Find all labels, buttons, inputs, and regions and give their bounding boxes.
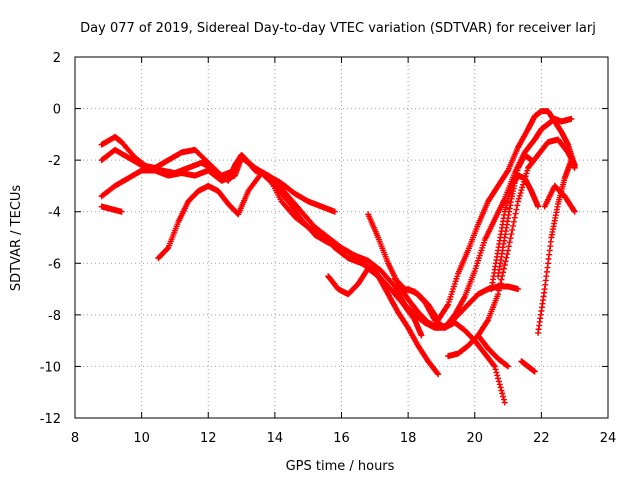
y-axis-label: SDTVAR / TECUs [9,185,24,292]
x-tick-label: 24 [600,431,617,446]
series-track-4 [98,203,125,215]
y-tick-label: -6 [48,257,61,272]
y-tick-label: -2 [48,154,61,169]
x-tick-label: 10 [133,431,150,446]
x-tick-label: 18 [400,431,417,446]
series-track-10 [445,136,578,360]
plus-markers [535,157,578,336]
x-tick-label: 20 [466,431,483,446]
plus-markers [495,151,535,280]
y-tick-label: 2 [53,51,61,66]
x-tick-label: 12 [200,431,217,446]
series-track-13 [535,157,578,336]
plus-markers [325,265,442,378]
plus-markers [488,172,542,293]
series-track-11 [488,172,542,293]
plus-markers [518,358,538,375]
series-track-16 [475,332,512,370]
x-axis-label: GPS time / hours [286,459,395,474]
x-tick-label: 22 [533,431,550,446]
series-track-15 [518,358,538,375]
x-tick-label: 14 [267,431,284,446]
y-tick-label: -12 [40,412,61,427]
plus-markers [405,108,578,324]
y-tick-label: -10 [40,360,61,375]
series-track-9 [405,108,578,324]
plus-markers [475,332,512,370]
plus-markers [98,154,338,215]
y-tick-label: -8 [48,309,61,324]
x-tick-label: 8 [71,431,79,446]
x-tick-label: 16 [333,431,350,446]
y-tick-label: 0 [53,103,61,118]
plus-markers [541,182,578,215]
series-track-3 [98,154,338,215]
series-track-6 [325,265,442,378]
chart-title: Day 077 of 2019, Sidereal Day-to-day VTE… [80,21,596,36]
y-tick-label: -4 [48,206,61,221]
series-track-14 [541,182,578,215]
plus-markers [98,203,125,215]
data-markers [98,108,578,406]
series-track-12 [495,151,535,280]
plus-markers [445,136,578,360]
